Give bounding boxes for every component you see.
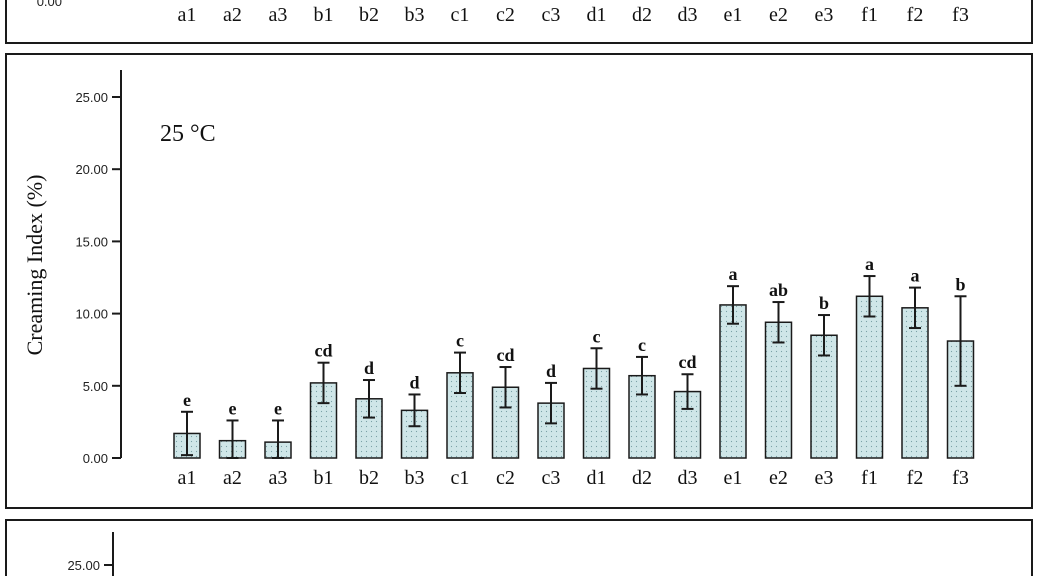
bar-f2 bbox=[901, 307, 929, 459]
top-xtick-label-e2: e2 bbox=[769, 4, 788, 26]
significance-label-e3: b bbox=[819, 293, 829, 313]
xtick-label-f2: f2 bbox=[907, 467, 924, 489]
main-panel-frame bbox=[5, 53, 1033, 509]
ytick-label-2: 10.00 bbox=[75, 307, 108, 322]
top-xtick-label-f3: f3 bbox=[952, 4, 969, 26]
top-xtick-label-e1: e1 bbox=[724, 4, 743, 26]
xtick-label-e1: e1 bbox=[724, 467, 743, 489]
top-xtick-label-d2: d2 bbox=[632, 4, 652, 26]
xtick-label-f1: f1 bbox=[861, 467, 878, 489]
significance-label-b1: cd bbox=[315, 341, 333, 361]
significance-label-d3: cd bbox=[679, 352, 697, 372]
top-xtick-label-b3: b3 bbox=[405, 4, 425, 26]
significance-label-a1: e bbox=[183, 390, 191, 410]
significance-label-c3: d bbox=[546, 361, 556, 381]
xtick-label-d3: d3 bbox=[678, 467, 698, 489]
significance-label-d1: c bbox=[593, 326, 601, 346]
y-axis: 0.00 5.00 10.00 15.00 20.00 25.00 bbox=[75, 90, 121, 466]
xtick-label-f3: f3 bbox=[952, 467, 969, 489]
bottom-panel: 25.00 bbox=[5, 519, 1033, 576]
significance-label-c2: cd bbox=[497, 345, 515, 365]
top-xtick-label-a2: a2 bbox=[223, 4, 242, 26]
ytick-label-1: 5.00 bbox=[83, 379, 108, 394]
top-xtick-label-e3: e3 bbox=[815, 4, 834, 26]
top-panel-frame bbox=[5, 0, 1033, 44]
xtick-label-b3: b3 bbox=[405, 467, 425, 489]
ytick-label-0: 0.00 bbox=[83, 451, 108, 466]
top-xtick-label-c3: c3 bbox=[542, 4, 561, 26]
top-panel: 0.00 a1 a2 a3 b1 b2 b3 c1 c2 c3 d1 d2 d3 e1 e2 e3 f1 f2 f… bbox=[5, 0, 1033, 44]
top-xtick-label-c2: c2 bbox=[496, 4, 515, 26]
significance-label-b2: d bbox=[364, 358, 374, 378]
significance-label-c1: c bbox=[456, 331, 464, 351]
top-xtick-label-f1: f1 bbox=[861, 4, 878, 26]
xtick-label-b2: b2 bbox=[359, 467, 379, 489]
xtick-label-a1: a1 bbox=[178, 467, 197, 489]
main-chart-panel: 0.00 5.00 10.00 15.00 20.00 25.00 Creaming In… bbox=[5, 53, 1033, 509]
bar-e1 bbox=[719, 304, 747, 459]
xtick-label-c1: c1 bbox=[451, 467, 470, 489]
xtick-label-c2: c2 bbox=[496, 467, 515, 489]
xtick-label-a3: a3 bbox=[269, 467, 288, 489]
significance-label-e2: ab bbox=[769, 280, 788, 300]
top-xtick-label-d3: d3 bbox=[678, 4, 698, 26]
top-xtick-label-b1: b1 bbox=[314, 4, 334, 26]
y-axis-title: Creaming Index (%) bbox=[22, 175, 47, 356]
significance-label-d2: c bbox=[638, 335, 646, 355]
xtick-label-a2: a2 bbox=[223, 467, 242, 489]
top-xtick-label-a3: a3 bbox=[269, 4, 288, 26]
xtick-label-d1: d1 bbox=[587, 467, 607, 489]
top-panel-ytick: 0.00 bbox=[37, 0, 62, 9]
bottom-panel-ytick: 25.00 bbox=[67, 558, 100, 573]
significance-label-f2: a bbox=[911, 266, 920, 286]
xtick-label-b1: b1 bbox=[314, 467, 334, 489]
top-xtick-label-f2: f2 bbox=[907, 4, 924, 26]
ytick-label-5: 25.00 bbox=[75, 90, 108, 105]
xtick-label-d2: d2 bbox=[632, 467, 652, 489]
significance-label-f1: a bbox=[865, 254, 874, 274]
ytick-label-4: 20.00 bbox=[75, 162, 108, 177]
xtick-label-c3: c3 bbox=[542, 467, 561, 489]
top-xtick-label-a1: a1 bbox=[178, 4, 197, 26]
top-xtick-label-d1: d1 bbox=[587, 4, 607, 26]
xtick-label-e3: e3 bbox=[815, 467, 834, 489]
temperature-annotation: 25 °C bbox=[160, 121, 216, 147]
bar-f1 bbox=[855, 295, 884, 459]
bottom-panel-frame bbox=[5, 519, 1033, 576]
significance-label-a3: e bbox=[274, 398, 282, 418]
top-xtick-label-c1: c1 bbox=[451, 4, 470, 26]
x-axis-labels: a1 a2 a3 b1 b2 b3 c1 c2 c3 d1 d2 d3 e1 e2 e3 f1 f2 f3 bbox=[178, 467, 969, 489]
xtick-label-e2: e2 bbox=[769, 467, 788, 489]
significance-label-a2: e bbox=[229, 398, 237, 418]
significance-label-b3: d bbox=[409, 372, 419, 392]
significance-label-e1: a bbox=[729, 264, 738, 284]
significance-label-f3: b bbox=[955, 274, 965, 294]
ytick-label-3: 15.00 bbox=[75, 234, 108, 249]
top-panel-x-axis-labels: a1 a2 a3 b1 b2 b3 c1 c2 c3 d1 d2 d3 e1 e2 e3 f1 f2 f3 bbox=[178, 4, 969, 26]
top-xtick-label-b2: b2 bbox=[359, 4, 379, 26]
